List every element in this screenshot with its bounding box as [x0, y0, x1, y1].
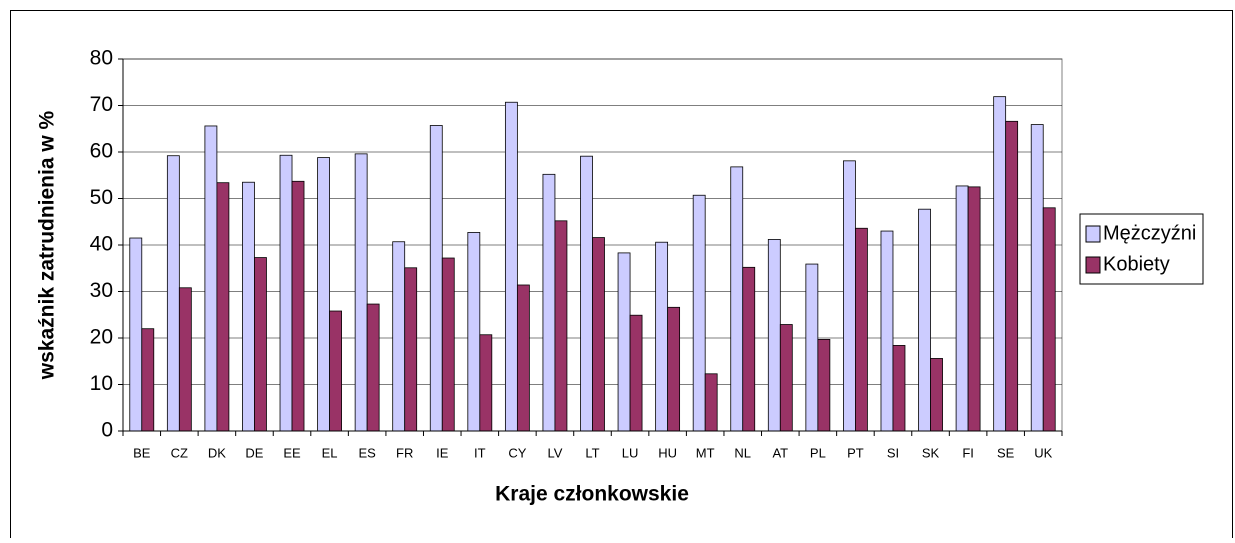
x-tick-label: SI	[887, 445, 899, 460]
x-tick-label: BE	[133, 445, 151, 460]
bar	[730, 166, 744, 432]
bar	[667, 306, 681, 432]
bar	[129, 237, 143, 432]
bar	[655, 241, 669, 432]
y-tick-label: 80	[90, 47, 113, 70]
x-tick-label: MT	[696, 445, 715, 460]
bar	[467, 232, 481, 432]
bar	[441, 257, 455, 432]
y-tick-label: 40	[90, 233, 113, 256]
bar	[291, 180, 305, 432]
x-tick-label: PT	[847, 445, 864, 460]
x-tick-label: IT	[474, 445, 486, 460]
bar	[542, 173, 556, 432]
bar	[779, 324, 793, 432]
x-tick-label: LU	[622, 445, 639, 460]
x-tick-label: EE	[283, 445, 301, 460]
y-tick-label: 20	[90, 326, 113, 349]
legend-swatch	[1085, 256, 1101, 274]
bar	[216, 182, 230, 432]
legend-swatch	[1085, 225, 1101, 243]
bar	[317, 157, 330, 432]
x-tick-label: PL	[810, 445, 826, 460]
bar	[1005, 120, 1019, 432]
bar	[892, 345, 906, 432]
bar	[843, 160, 856, 432]
bar	[617, 252, 631, 432]
y-tick-label: 50	[90, 186, 113, 209]
x-tick-label: FI	[962, 445, 974, 460]
x-axis-label: Kraje członkowskie	[495, 483, 689, 506]
bar	[817, 338, 831, 432]
x-tick-label: DK	[208, 445, 226, 460]
bar	[329, 310, 342, 432]
bar	[704, 373, 718, 432]
bar	[254, 257, 267, 432]
bar	[955, 185, 969, 432]
x-tick-label: SE	[997, 445, 1015, 460]
bar	[516, 284, 530, 432]
x-tick-label: DE	[245, 445, 263, 460]
bar	[554, 220, 568, 432]
y-axis-label: wskaźnik zatrudnienia w %	[36, 110, 59, 380]
bar	[354, 153, 368, 432]
x-tick-label: LT	[585, 445, 599, 460]
bar	[178, 287, 192, 432]
x-tick-label: LV	[547, 445, 562, 460]
bar	[392, 241, 406, 432]
x-tick-label: IE	[436, 445, 449, 460]
bar	[880, 230, 894, 432]
x-tick-label: CY	[508, 445, 526, 460]
x-tick-label: FR	[396, 445, 413, 460]
y-tick-label: 60	[90, 140, 113, 163]
x-tick-label: ES	[358, 445, 376, 460]
x-tick-label: UK	[1034, 445, 1052, 460]
bar	[580, 155, 593, 432]
bar	[504, 101, 518, 432]
bar	[592, 237, 605, 432]
bar	[993, 96, 1007, 432]
bar	[805, 263, 819, 432]
bar	[366, 303, 380, 432]
legend-label: Kobiety	[1103, 253, 1170, 275]
bar	[1030, 124, 1044, 432]
x-tick-label: EL	[322, 445, 338, 460]
bar	[967, 186, 981, 432]
bar	[242, 181, 255, 432]
bar	[930, 358, 943, 432]
bar	[1042, 207, 1056, 432]
x-tick-label: SK	[922, 445, 940, 460]
bar	[404, 267, 418, 432]
bar	[429, 125, 443, 432]
bar	[767, 239, 781, 432]
y-tick-label: 0	[101, 419, 113, 442]
chart-frame	[10, 10, 1233, 543]
bar	[279, 154, 293, 432]
legend-label: Mężczyźni	[1103, 222, 1196, 244]
x-tick-label: HU	[658, 445, 677, 460]
bar	[629, 314, 643, 432]
y-tick-label: 70	[90, 93, 113, 116]
y-tick-label: 10	[90, 372, 113, 395]
bar	[479, 334, 493, 432]
bar	[692, 194, 706, 432]
bar	[855, 227, 868, 432]
bar	[918, 208, 931, 432]
bar	[204, 125, 218, 432]
bar	[742, 266, 756, 432]
x-tick-label: NL	[734, 445, 751, 460]
y-tick-label: 30	[90, 279, 113, 302]
bar	[141, 328, 155, 432]
x-tick-label: AT	[772, 445, 788, 460]
bar	[166, 155, 180, 432]
x-tick-label: CZ	[171, 445, 188, 460]
